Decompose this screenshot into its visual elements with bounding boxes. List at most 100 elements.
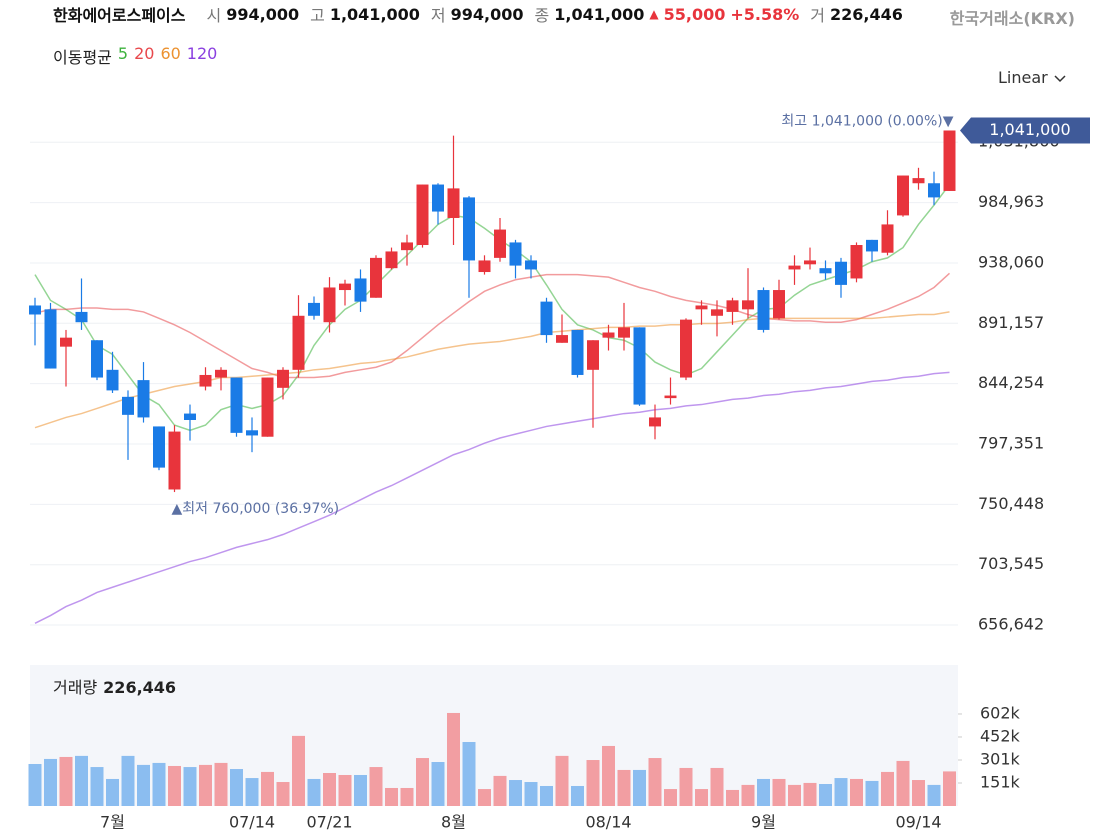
- x-tick-label: 9월: [751, 813, 776, 832]
- candle-body: [463, 197, 475, 261]
- volume-tick-label: 301k: [980, 749, 1021, 768]
- candle-body: [153, 426, 165, 468]
- volume-bar: [679, 767, 693, 806]
- y-tick-label: 844,254: [978, 373, 1044, 392]
- candle-body: [509, 242, 522, 266]
- candle-body: [29, 305, 41, 315]
- x-tick-label: 8월: [441, 813, 466, 832]
- volume-bar: [540, 785, 553, 806]
- volume-bar: [106, 778, 119, 806]
- volume-bar: [478, 789, 491, 806]
- candle-body: [540, 301, 553, 336]
- candle-body: [44, 309, 57, 369]
- candle-body: [695, 305, 708, 310]
- candle-body: [137, 380, 150, 418]
- x-tick-label: 07/14: [229, 813, 275, 832]
- candle-body: [215, 369, 227, 378]
- volume-bar: [400, 787, 414, 806]
- volume-bar: [214, 762, 228, 806]
- candle-body: [525, 260, 537, 270]
- candle-body: [680, 319, 692, 378]
- price-tag: [960, 117, 1090, 144]
- stat-label: 거: [810, 6, 825, 25]
- change-pct: +5.58%: [730, 4, 800, 24]
- candle-body: [835, 261, 847, 285]
- candle-body: [571, 329, 584, 375]
- candle-body: [354, 278, 367, 302]
- candle-body: [339, 283, 351, 291]
- volume-bar: [447, 712, 460, 806]
- candle-body: [91, 340, 103, 378]
- candle-body: [757, 290, 770, 330]
- volume-bar: [648, 758, 662, 806]
- candle-body: [788, 265, 801, 270]
- ma-line: [34, 184, 951, 432]
- scale-toggle[interactable]: Linear: [998, 68, 1067, 87]
- candle-body: [199, 374, 212, 387]
- volume-bar: [896, 760, 910, 806]
- volume-bar: [912, 780, 925, 806]
- ma-line: [34, 311, 950, 429]
- candle-body: [168, 431, 181, 490]
- volume-bar: [509, 780, 522, 806]
- y-tick-label: 938,060: [978, 252, 1044, 271]
- volume-bar: [617, 769, 631, 806]
- stat-value: 1,041,000: [554, 4, 645, 24]
- candle-body: [230, 377, 243, 433]
- volume-bar: [726, 789, 739, 806]
- scale-label[interactable]: Linear: [998, 68, 1048, 87]
- stat-value: 1,041,000: [329, 4, 420, 24]
- volume-bar: [276, 782, 290, 806]
- volume-bar: [586, 760, 600, 806]
- candle-body: [308, 302, 320, 316]
- candle-body: [416, 184, 429, 246]
- volume-bar: [571, 785, 584, 806]
- y-tick-label: 703,545: [978, 554, 1044, 573]
- legend-entry: 60: [160, 44, 181, 63]
- volume-bar: [369, 767, 383, 806]
- volume-bar: [168, 765, 181, 806]
- volume-bar: [757, 778, 770, 806]
- volume-tick-label: 151k: [980, 772, 1021, 791]
- volume-bar: [59, 756, 73, 806]
- candle-body: [649, 417, 661, 427]
- candle-body: [261, 377, 274, 437]
- low-annotation: ▲최저 760,000 (36.97%): [172, 501, 340, 517]
- candle-body: [819, 268, 832, 274]
- price-tag-label: 1,041,000: [989, 120, 1070, 139]
- volume-bar: [943, 771, 956, 806]
- candle-body: [478, 260, 491, 273]
- candle-body: [602, 332, 615, 338]
- candle-body: [664, 395, 677, 399]
- x-tick-label: 09/14: [895, 813, 941, 832]
- stat-value: 994,000: [450, 4, 524, 24]
- y-tick-label: 891,157: [978, 313, 1044, 332]
- volume-bar: [555, 755, 569, 806]
- chevron[interactable]: [1053, 73, 1067, 83]
- candle-body: [711, 309, 723, 316]
- candle-body: [75, 311, 88, 323]
- candle-body: [742, 300, 754, 310]
- candle-body: [912, 178, 925, 184]
- candle-body: [447, 188, 460, 218]
- volume-bar: [75, 755, 88, 806]
- legend-entry: 5: [117, 44, 129, 63]
- candle-body: [881, 224, 894, 253]
- volume-bar: [788, 784, 801, 806]
- stat-label: 저: [430, 6, 446, 25]
- volume-bar: [819, 784, 832, 806]
- volume-bar: [524, 782, 538, 806]
- volume-bar: [199, 764, 212, 806]
- candle-body: [106, 369, 119, 391]
- volume-bar: [137, 764, 150, 806]
- volume-bar: [354, 774, 367, 806]
- y-tick-label: 984,963: [978, 192, 1044, 211]
- y-tick-label: 750,448: [978, 494, 1044, 513]
- x-tick-label: 07/21: [306, 813, 352, 832]
- volume-bar: [28, 763, 42, 806]
- volume-bar: [230, 769, 243, 806]
- volume-bar: [416, 758, 429, 806]
- high-annotation: 최고 1,041,000 (0.00%)▼: [781, 113, 953, 129]
- volume-bar: [462, 741, 476, 806]
- candle-body: [850, 245, 863, 279]
